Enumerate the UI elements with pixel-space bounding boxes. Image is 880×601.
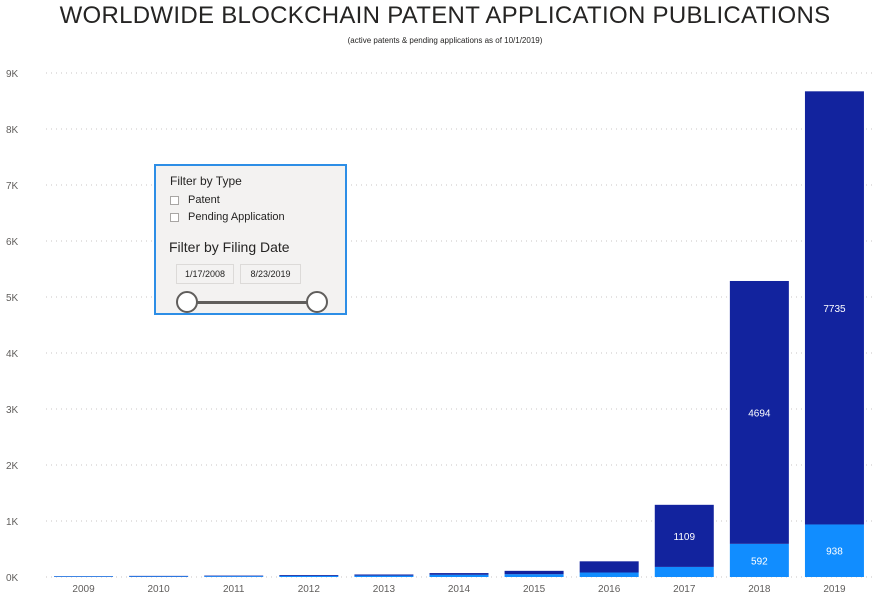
bar-pending-application-2019[interactable]	[804, 91, 864, 525]
x-tick-label: 2019	[823, 584, 846, 595]
data-label: 7735	[823, 304, 846, 315]
bar-pending-application-2018[interactable]	[729, 280, 789, 544]
filter-date-heading: Filter by Filing Date	[169, 239, 290, 255]
y-tick-label: 9K	[6, 69, 19, 80]
bar-patent-2017[interactable]	[654, 566, 714, 577]
y-tick-label: 6K	[6, 237, 19, 248]
bar-pending-application-2014[interactable]	[429, 573, 489, 575]
filter-panel: Filter by Type Patent Pending Applicatio…	[154, 164, 347, 315]
y-tick-label: 1K	[6, 517, 19, 528]
bar-patent-2010[interactable]	[129, 576, 189, 577]
x-tick-label: 2018	[748, 584, 771, 595]
filter-option-pending[interactable]: Pending Application	[170, 210, 285, 224]
bar-pending-application-2011[interactable]	[204, 575, 264, 577]
y-tick-label: 5K	[6, 293, 19, 304]
x-tick-label: 2013	[373, 584, 396, 595]
x-tick-label: 2010	[148, 584, 171, 595]
data-labels: 1109 592 4694 938 7735	[674, 304, 846, 568]
bar-patent-2019[interactable]	[804, 524, 864, 577]
x-tick-label: 2011	[223, 584, 245, 595]
bar-patent-2016[interactable]	[579, 572, 639, 577]
y-tick-label: 8K	[6, 125, 19, 136]
filter-type-heading: Filter by Type	[170, 174, 242, 188]
bar-patent-2014[interactable]	[429, 574, 489, 577]
bar-patent-2011[interactable]	[204, 576, 264, 577]
date-range-start-handle[interactable]	[176, 291, 198, 313]
bar-pending-application-2012[interactable]	[279, 575, 339, 576]
end-date-input[interactable]: 8/23/2019	[240, 264, 301, 284]
bar-pending-application-2015[interactable]	[504, 570, 564, 575]
chart-subtitle: (active patents & pending applications a…	[347, 36, 543, 45]
x-tick-label: 2017	[673, 584, 696, 595]
bar-patent-2009[interactable]	[54, 576, 114, 577]
x-tick-label: 2009	[72, 584, 95, 595]
x-tick-label: 2015	[523, 584, 546, 595]
data-label: 938	[826, 547, 843, 558]
date-range-slider-track[interactable]	[187, 301, 317, 304]
bar-pending-application-2016[interactable]	[579, 561, 639, 573]
x-tick-label: 2016	[598, 584, 621, 595]
bar-patent-2013[interactable]	[354, 575, 414, 577]
pending-label: Pending Application	[188, 211, 285, 223]
chart-title: WORLDWIDE BLOCKCHAIN PATENT APPLICATION …	[59, 2, 831, 29]
y-tick-label: 4K	[6, 349, 19, 360]
data-label: 1109	[674, 532, 696, 543]
patent-checkbox[interactable]	[170, 195, 179, 205]
x-tick-label: 2012	[298, 584, 321, 595]
date-range-end-handle[interactable]	[306, 291, 328, 313]
y-tick-label: 7K	[6, 181, 19, 192]
data-label: 592	[751, 556, 768, 567]
bar-patent-2015[interactable]	[504, 574, 564, 577]
bar-pending-application-2013[interactable]	[354, 574, 414, 576]
data-label: 4694	[748, 408, 771, 419]
y-tick-label: 0K	[6, 573, 19, 584]
x-tick-label: 2014	[448, 584, 471, 595]
patent-label: Patent	[188, 194, 220, 206]
y-tick-label: 2K	[6, 461, 19, 472]
pending-checkbox[interactable]	[170, 212, 179, 222]
bar-pending-application-2017[interactable]	[654, 504, 714, 567]
filter-option-patent[interactable]: Patent	[170, 193, 220, 207]
start-date-input[interactable]: 1/17/2008	[176, 264, 234, 284]
y-tick-label: 3K	[6, 405, 19, 416]
x-axis: 2009 2010 2011 2012 2013 2014 2015 2016 2017 2018…	[72, 584, 846, 595]
bars[interactable]	[54, 91, 864, 577]
bar-patent-2012[interactable]	[279, 575, 339, 577]
bar-patent-2018[interactable]	[729, 543, 789, 577]
y-axis: 0K 1K 2K 3K 4K 5K 6K 7K 8K 9K	[6, 69, 19, 584]
